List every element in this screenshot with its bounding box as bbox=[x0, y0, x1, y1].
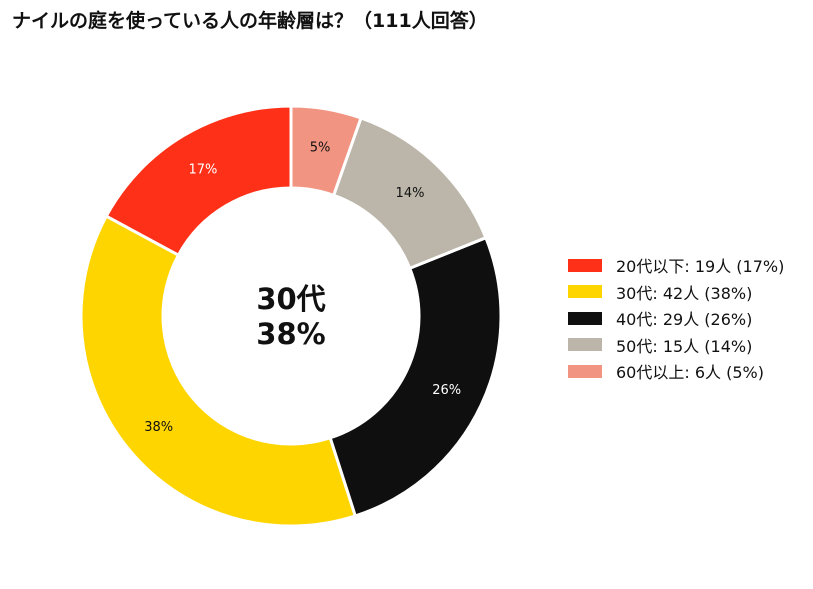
legend-swatch bbox=[568, 258, 602, 272]
slice-label-3: 26% bbox=[432, 383, 461, 398]
slice-2 bbox=[79, 214, 357, 528]
legend-item-4: 50代: 15人 (14%) bbox=[568, 332, 784, 359]
legend-swatch bbox=[568, 364, 602, 378]
center-label-category: 30代 bbox=[256, 282, 325, 316]
legend-item-5: 60代以上: 6人 (5%) bbox=[568, 358, 784, 385]
legend-swatch bbox=[568, 285, 602, 299]
slice-label-5: 5% bbox=[310, 140, 331, 155]
legend-item-3: 40代: 29人 (26%) bbox=[568, 305, 784, 332]
legend-swatch bbox=[568, 311, 602, 325]
slice-labels: 17% 38% 26% 14% 5% bbox=[144, 140, 461, 434]
chart-title: ナイルの庭を使っている人の年齢層は？（111人回答） bbox=[12, 10, 488, 32]
legend-text: 30代: 42人 (38%) bbox=[616, 283, 753, 303]
legend: 20代以下: 19人 (17%) 30代: 42人 (38%) 40代: 29人 (… bbox=[568, 252, 784, 385]
legend-item-2: 30代: 42人 (38%) bbox=[568, 279, 784, 306]
legend-text: 50代: 15人 (14%) bbox=[616, 336, 753, 356]
slice-label-4: 14% bbox=[396, 186, 425, 201]
slice-3 bbox=[328, 236, 503, 518]
center-label-percent: 38% bbox=[256, 317, 325, 351]
slice-label-1: 17% bbox=[188, 162, 217, 177]
legend-swatch bbox=[568, 338, 602, 352]
legend-item-1: 20代以下: 19人 (17%) bbox=[568, 252, 784, 279]
slice-5 bbox=[289, 104, 363, 197]
legend-text: 20代以下: 19人 (17%) bbox=[616, 257, 785, 277]
legend-text: 40代: 29人 (26%) bbox=[616, 310, 753, 330]
slice-label-2: 38% bbox=[144, 420, 173, 435]
legend-text: 60代以上: 6人 (5%) bbox=[616, 363, 764, 383]
donut-slices bbox=[79, 104, 503, 528]
